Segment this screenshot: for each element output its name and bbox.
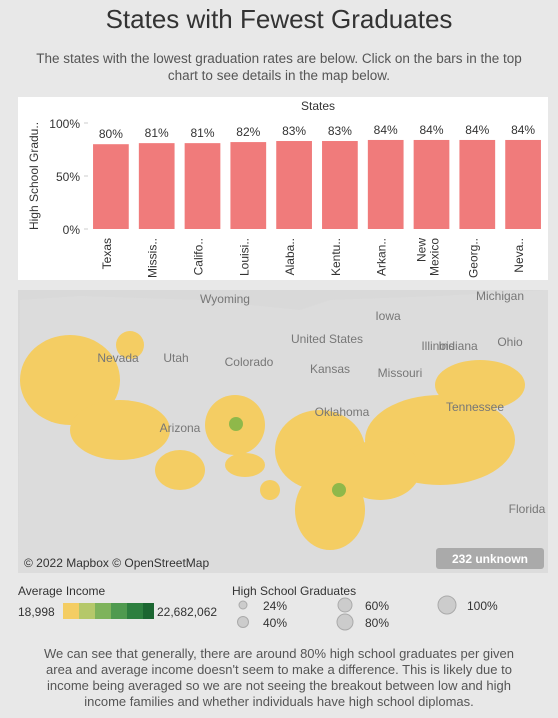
size-label: 100%: [467, 599, 498, 613]
legend: Average Income 18,998 22,682,062 High Sc…: [18, 584, 356, 619]
value-label: 84%: [419, 123, 443, 137]
map-label: Nevada: [97, 351, 139, 365]
map-label: Illinois: [421, 339, 454, 353]
x-tick-label: Texas: [100, 238, 114, 269]
y-axis-label: High School Gradu..: [27, 122, 41, 230]
map-label: Utah: [163, 351, 188, 365]
map-label: Iowa: [375, 309, 401, 323]
footer: We can see that generally, there are aro…: [44, 646, 514, 709]
y-tick-label: 100%: [49, 117, 80, 131]
unknown-count: 232 unknown: [452, 552, 528, 566]
map-label: Missouri: [378, 366, 423, 380]
bar: [276, 141, 312, 229]
income-min: 18,998: [18, 605, 55, 619]
ramp: [143, 603, 154, 619]
bar: [230, 142, 267, 229]
ramp: [79, 603, 95, 619]
value-label: 83%: [328, 124, 352, 138]
ramp: [63, 603, 79, 619]
x-tick-label: Kentu..: [329, 238, 343, 276]
map-label: Florida: [509, 502, 546, 516]
income-dot: [229, 417, 243, 431]
size-label: 24%: [263, 599, 287, 613]
title: States with Fewest Graduates: [105, 4, 453, 34]
bar: [413, 139, 450, 229]
value-label: 81%: [190, 126, 214, 140]
size-label: 40%: [263, 616, 287, 630]
subtitle: The states with the lowest graduation ra…: [36, 51, 522, 83]
size-label: 60%: [365, 599, 389, 613]
ramp: [111, 603, 127, 619]
size-swatch: [437, 595, 457, 615]
x-tick-label: Alaba..: [283, 238, 297, 275]
map-label: Oklahoma: [315, 405, 370, 419]
income-region: [20, 331, 525, 550]
map-label: United States: [291, 332, 363, 346]
bar: [505, 139, 541, 229]
value-label: 81%: [145, 126, 169, 140]
x-tick-label: Neva..: [512, 238, 526, 273]
map-label: Arizona: [160, 421, 201, 435]
x-tick-label: Georg..: [466, 238, 480, 278]
map-label: Wyoming: [200, 292, 250, 306]
unknown-badge: [436, 548, 544, 569]
chart-title: States: [301, 99, 335, 113]
map-label: Colorado: [225, 355, 274, 369]
income-max: 22,682,062: [157, 605, 217, 619]
bar: [322, 141, 358, 229]
size-title: High School Graduates: [232, 584, 356, 598]
bar: [459, 139, 496, 229]
value-label: 83%: [282, 124, 306, 138]
map-label: Michigan: [476, 289, 524, 303]
attribution: © 2022 Mapbox © OpenStreetMap: [24, 556, 209, 570]
x-tick-label: Louisi..: [237, 238, 251, 276]
size-label: 80%: [365, 616, 389, 630]
bar: [93, 144, 129, 229]
map: © 2022 Mapbox © OpenStreetMap 232 unknow…: [18, 290, 548, 573]
size-swatch: [337, 597, 353, 613]
x-tick-label: New Mexico: [415, 238, 442, 280]
bar: [184, 143, 221, 229]
map-label: Tennessee: [446, 400, 504, 414]
y-tick-label: 50%: [56, 170, 80, 184]
dashboard: States High School Gradu.. © 2022 Mapbox…: [18, 97, 548, 631]
income-title: Average Income: [18, 584, 105, 598]
bar: [138, 143, 175, 229]
income-dot: [332, 483, 346, 497]
map-label: Indiana: [438, 339, 478, 353]
bar: [367, 139, 404, 229]
ramp: [95, 603, 111, 619]
value-label: 84%: [511, 123, 535, 137]
size-swatch: [237, 616, 249, 628]
value-label: 84%: [374, 123, 398, 137]
x-tick-label: Califo..: [192, 238, 206, 275]
value-label: 80%: [99, 127, 123, 141]
ramp: [127, 603, 143, 619]
map-label: Ohio: [497, 335, 523, 349]
value-label: 82%: [236, 125, 260, 139]
value-label: 84%: [465, 123, 489, 137]
x-tick-label: Missis..: [146, 238, 160, 278]
size-swatch: [238, 600, 248, 610]
y-tick-label: 0%: [63, 223, 81, 237]
size-swatch: [336, 613, 354, 631]
x-tick-label: Arkan..: [375, 238, 389, 276]
map-label: Kansas: [310, 362, 350, 376]
